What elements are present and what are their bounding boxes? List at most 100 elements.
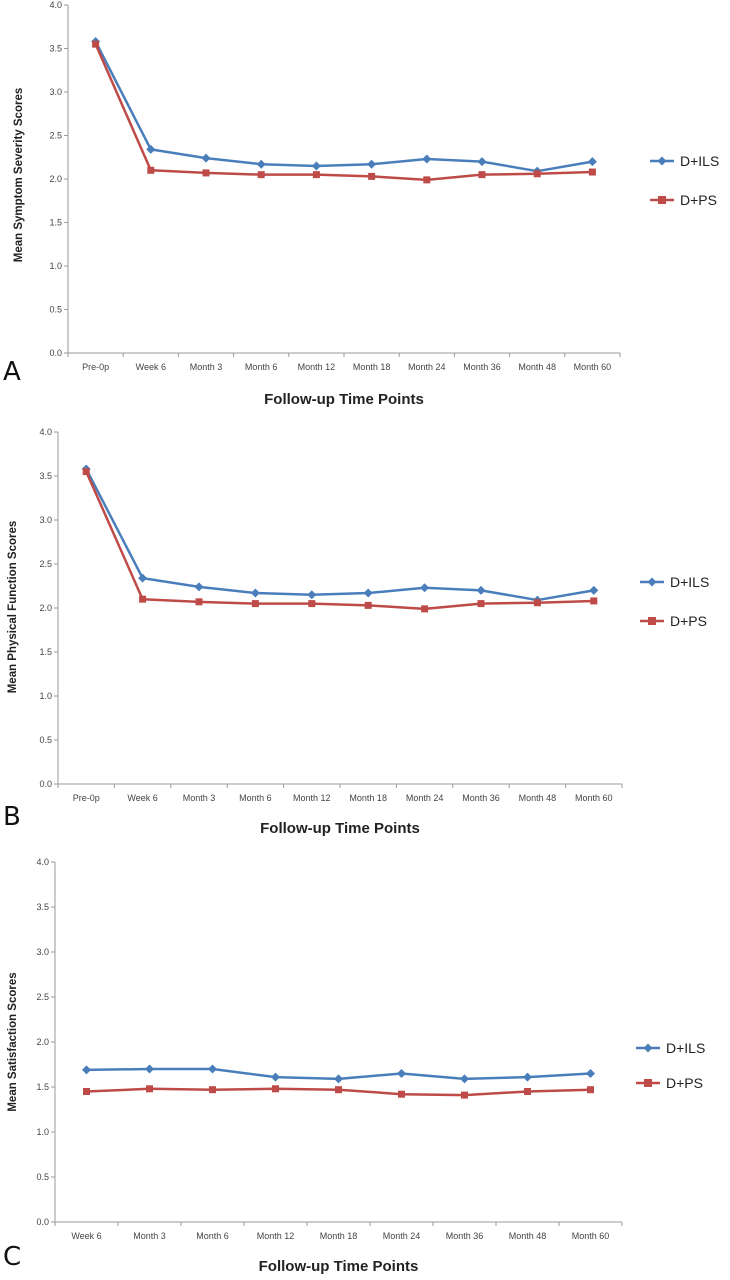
data-point: [208, 1064, 217, 1074]
legend-label: D+PS: [666, 1075, 703, 1091]
x-tick-label: Month 36: [462, 793, 500, 803]
y-tick-label: 3.5: [49, 44, 62, 54]
data-point: [194, 582, 204, 592]
x-tick-label: Week 6: [127, 793, 157, 803]
y-tick-label: 1.0: [36, 1127, 49, 1137]
y-axis-label: Mean Symptom Severity Scores: [13, 88, 25, 263]
y-tick-label: 0.0: [49, 348, 62, 358]
legend-label: D+ILS: [670, 574, 709, 590]
y-tick-label: 1.5: [36, 1082, 49, 1092]
data-point: [92, 40, 100, 48]
x-tick-label: Month 60: [575, 793, 613, 803]
x-tick-label: Month 36: [446, 1231, 484, 1241]
data-point: [587, 1086, 594, 1094]
series-line-d-ils: [85, 468, 595, 602]
data-point: [420, 583, 430, 593]
data-point: [477, 157, 487, 167]
data-point: [256, 159, 266, 169]
panel-label: C: [3, 1242, 21, 1272]
data-point: [83, 1088, 90, 1095]
data-point: [478, 171, 486, 179]
x-tick-label: Pre-0p: [73, 793, 100, 803]
x-tick-label: Month 24: [408, 362, 446, 372]
x-tick-label: Month 48: [518, 362, 556, 372]
data-point: [477, 600, 485, 608]
y-tick-label: 2.0: [49, 174, 62, 184]
x-tick-label: Month 6: [196, 1231, 229, 1241]
data-point: [364, 601, 372, 609]
x-tick-label: Month 18: [349, 793, 387, 803]
data-point: [423, 176, 431, 184]
series-line-d-ps: [85, 471, 594, 611]
y-tick-label: 0.5: [36, 1172, 49, 1182]
chart-panel-a: 0.0 0.5 1.0 1.5 2.0 2.5 3.0 3.5 4.0 Pre-0p Week 6 M…: [3, 0, 719, 408]
data-point: [421, 605, 429, 613]
y-tick-label: 3.0: [36, 947, 49, 957]
x-tick-label: Month 3: [183, 793, 216, 803]
y-tick-label: 1.5: [39, 647, 52, 657]
data-point: [272, 1085, 279, 1093]
y-tick-label: 1.0: [49, 261, 62, 271]
legend-label: D+PS: [670, 613, 707, 629]
legend-marker: [657, 156, 667, 166]
legend-marker: [658, 196, 666, 204]
data-point: [363, 588, 373, 598]
data-point: [587, 157, 597, 167]
data-point: [146, 144, 156, 154]
legend-marker: [643, 1043, 653, 1053]
x-axis-label: Follow-up Time Points: [264, 391, 424, 408]
x-tick-label: Month 12: [298, 362, 336, 372]
data-point: [307, 590, 317, 600]
data-point: [138, 573, 148, 583]
legend-marker: [647, 577, 657, 587]
data-point: [368, 172, 376, 180]
x-tick-label: Month 48: [519, 793, 557, 803]
data-point: [461, 1091, 468, 1099]
x-tick-label: Month 48: [509, 1231, 547, 1241]
x-tick-label: Month 60: [572, 1231, 610, 1241]
series-line-d-ils: [94, 40, 593, 173]
x-axis-label: Follow-up Time Points: [259, 1258, 419, 1275]
data-point: [524, 1088, 531, 1095]
x-tick-label: Month 3: [133, 1231, 166, 1241]
data-point: [257, 171, 265, 179]
y-tick-label: 4.0: [39, 427, 52, 437]
data-point: [82, 1065, 91, 1075]
legend-label: D+ILS: [680, 153, 719, 169]
x-axis-label: Follow-up Time Points: [260, 820, 420, 837]
panel-label: A: [3, 357, 21, 387]
legend-label: D+ILS: [666, 1040, 705, 1056]
legend-marker: [648, 617, 656, 625]
data-point: [251, 600, 259, 608]
data-point: [590, 597, 598, 605]
x-tick-label: Month 12: [293, 793, 331, 803]
data-point: [308, 600, 316, 608]
x-tick-label: Month 24: [406, 793, 444, 803]
data-point: [422, 154, 432, 164]
x-tick-label: Pre-0p: [82, 362, 109, 372]
data-point: [334, 1074, 343, 1084]
data-point: [312, 171, 320, 179]
y-tick-label: 2.0: [36, 1037, 49, 1047]
panel-label: B: [3, 802, 21, 832]
x-tick-label: Month 36: [463, 362, 501, 372]
chart-panel-b: 0.0 0.5 1.0 1.5 2.0 2.5 3.0 3.5 4.0 Pre-0p Week 6 M…: [3, 427, 709, 837]
y-tick-label: 1.0: [39, 691, 52, 701]
legend-marker: [644, 1079, 652, 1087]
x-tick-label: Week 6: [136, 362, 166, 372]
x-tick-label: Month 24: [383, 1231, 421, 1241]
y-tick-label: 4.0: [49, 0, 62, 10]
x-tick-label: Month 18: [353, 362, 391, 372]
x-tick-label: Month 18: [320, 1231, 358, 1241]
data-point: [588, 168, 596, 176]
y-tick-label: 2.5: [39, 559, 52, 569]
series-line-d-ps: [94, 43, 593, 182]
data-point: [202, 169, 210, 177]
x-tick-label: Week 6: [71, 1231, 101, 1241]
data-point: [147, 166, 155, 174]
x-tick-label: Month 3: [190, 362, 223, 372]
data-point: [523, 1072, 532, 1082]
data-point: [250, 588, 260, 598]
data-point: [82, 468, 90, 476]
